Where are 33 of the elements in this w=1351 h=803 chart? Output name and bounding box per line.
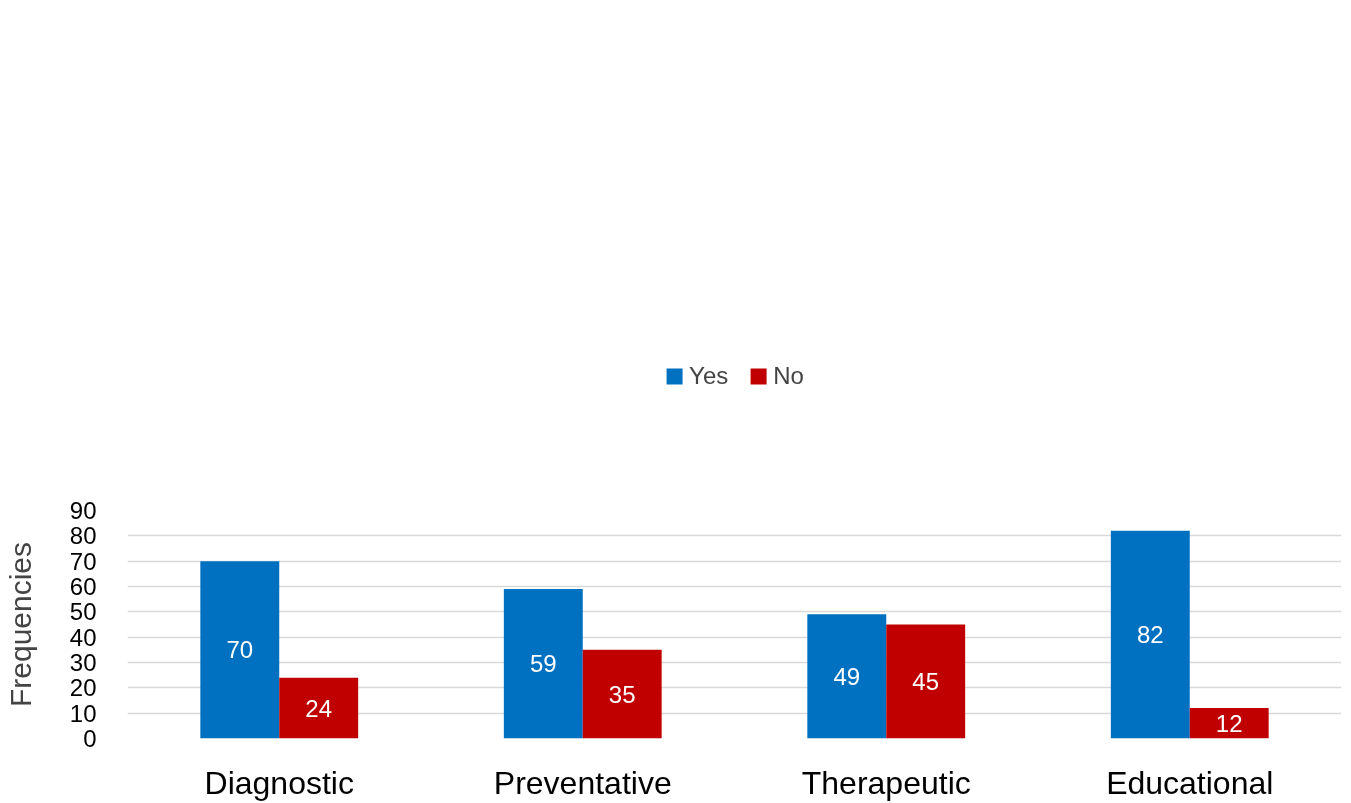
legend-label: No — [773, 361, 804, 390]
bar — [1110, 530, 1190, 739]
bar — [200, 561, 280, 739]
y-tick-label: 70 — [69, 547, 97, 575]
x-tick-label: Preventative — [493, 764, 672, 801]
bar — [886, 624, 966, 739]
y-tick-label: 80 — [69, 522, 97, 550]
bar — [503, 589, 583, 739]
bar — [1189, 708, 1269, 739]
x-tick-label: Diagnostic — [204, 764, 354, 801]
legend-label: Yes — [689, 361, 729, 390]
data-label: 82 — [1136, 621, 1164, 649]
y-tick-label: 20 — [69, 674, 97, 702]
data-label: 35 — [608, 680, 636, 708]
x-tick-label: Therapeutic — [801, 764, 971, 801]
y-tick-label: 60 — [69, 573, 97, 600]
bar — [807, 614, 887, 739]
data-label: 59 — [529, 650, 557, 678]
data-label: 24 — [305, 694, 333, 722]
data-label: 45 — [912, 668, 940, 695]
y-tick-label: 90 — [69, 497, 97, 524]
data-label: 49 — [833, 662, 861, 690]
y-tick-label: 10 — [69, 699, 97, 727]
y-tick-label: 30 — [69, 649, 97, 676]
bar — [279, 677, 359, 739]
y-tick-label: 50 — [69, 598, 97, 626]
data-label: 70 — [226, 636, 254, 664]
y-tick-label: 40 — [69, 623, 97, 651]
y-tick-label: 0 — [83, 725, 97, 752]
data-label: 12 — [1215, 709, 1243, 737]
y-axis-title: Frequencies — [3, 541, 37, 708]
x-tick-label: Educational — [1106, 764, 1274, 801]
bar — [582, 649, 662, 739]
